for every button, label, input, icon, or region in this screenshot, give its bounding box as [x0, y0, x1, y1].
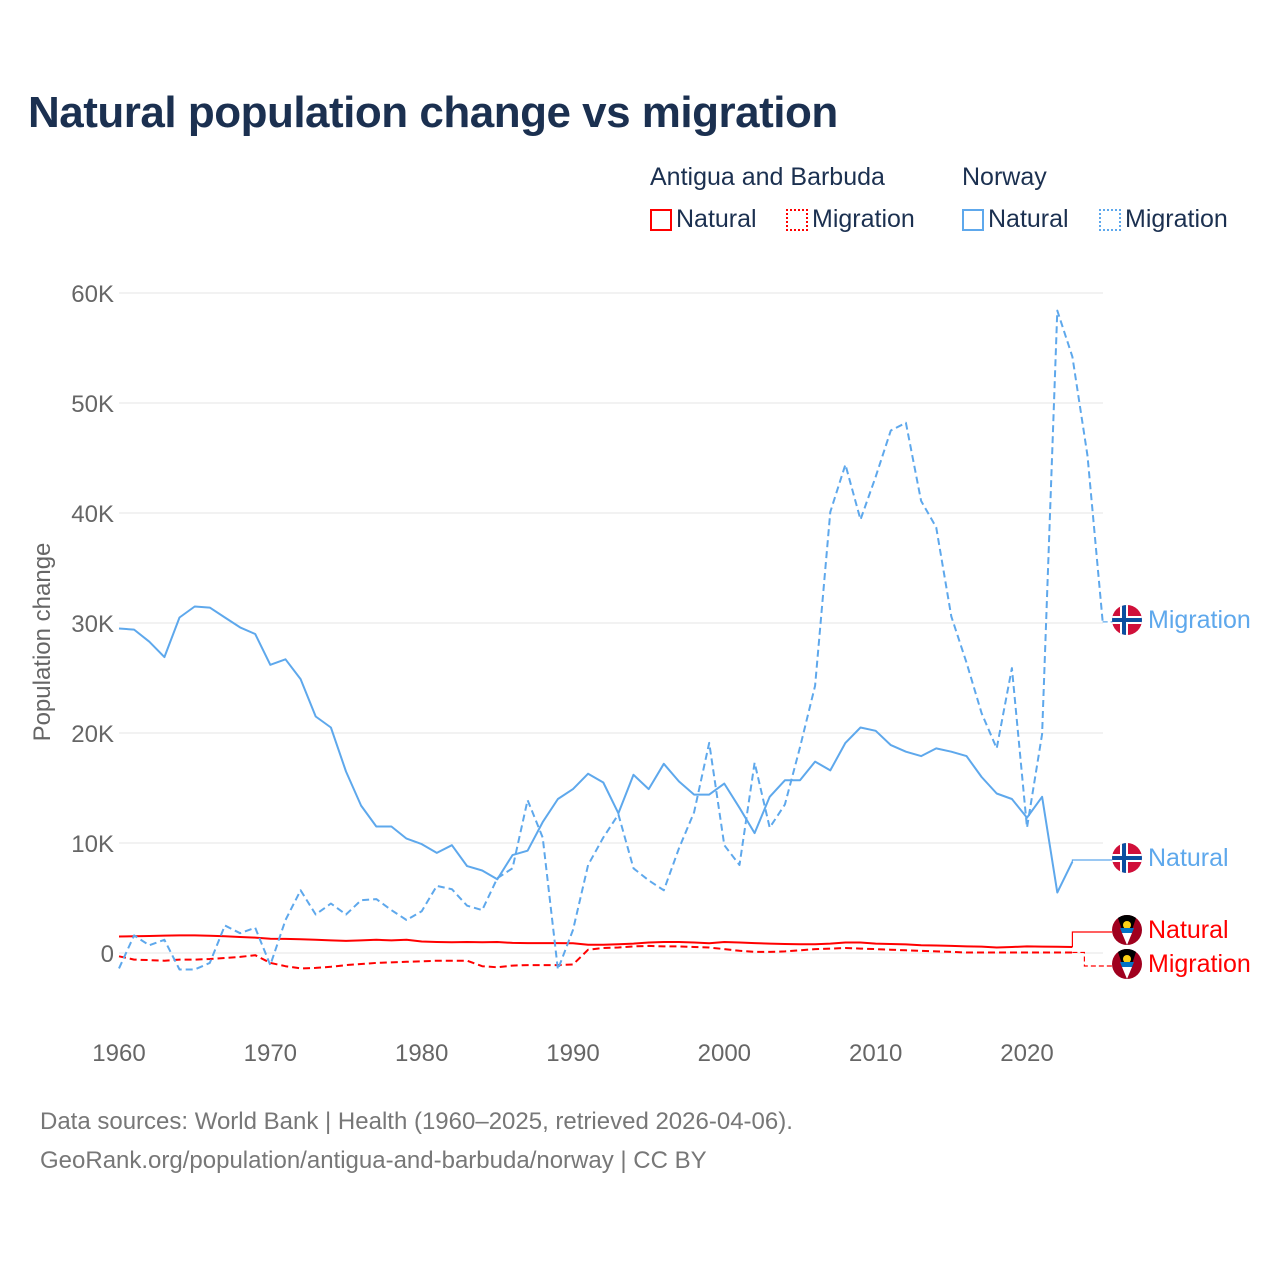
legend-antigua-natural[interactable]: Natural — [650, 205, 757, 234]
end-label-text: Migration — [1148, 949, 1251, 978]
label-connector — [1071, 931, 1112, 947]
y-tick-label: 0 — [101, 941, 114, 968]
legend-swatch-solid — [962, 208, 984, 231]
y-tick-label: 60K — [71, 281, 114, 308]
end-label-antigua-migration: Migration — [1112, 949, 1251, 979]
x-tick-label: 1990 — [546, 1040, 599, 1067]
x-tick-label: 1980 — [395, 1040, 448, 1067]
legend-group-norway: Norway — [962, 163, 1047, 191]
end-label-text: Migration — [1148, 605, 1251, 634]
end-label-norway-migration: Migration — [1112, 605, 1251, 635]
legend-label: Migration — [1125, 205, 1228, 233]
legend-antigua-migration[interactable]: Migration — [786, 205, 915, 234]
end-label-text: Natural — [1148, 915, 1229, 944]
norway-flag-icon — [1112, 843, 1142, 873]
legend-group-antigua: Antigua and Barbuda — [650, 163, 885, 191]
chart-title: Natural population change vs migration — [28, 88, 838, 137]
x-tick-label: 2010 — [849, 1040, 902, 1067]
y-tick-label: 30K — [71, 611, 114, 638]
y-tick-label: 40K — [71, 501, 114, 528]
series-line-norway-natural — [118, 605, 1074, 894]
legend-norway-natural[interactable]: Natural — [962, 205, 1069, 234]
y-tick-label: 20K — [71, 721, 114, 748]
norway-flag-icon — [1112, 605, 1142, 635]
label-connector — [1071, 859, 1112, 862]
legend-swatch-solid — [650, 208, 672, 231]
series-line-antigua-and-barbuda-natural — [118, 934, 1073, 949]
series-line-norway-migration — [118, 309, 1104, 971]
legend-swatch-dotted — [786, 208, 808, 231]
legend-label: Natural — [676, 205, 757, 233]
label-connector — [1072, 951, 1112, 967]
y-tick-label: 10K — [71, 831, 114, 858]
end-label-norway-natural: Natural — [1112, 843, 1229, 873]
x-tick-label: 2000 — [698, 1040, 751, 1067]
y-tick-label: 50K — [71, 391, 114, 418]
footer-sources: Data sources: World Bank | Health (1960–… — [40, 1108, 793, 1135]
legend-norway-migration[interactable]: Migration — [1099, 205, 1228, 234]
x-tick-label: 1970 — [244, 1040, 297, 1067]
antigua-flag-icon — [1112, 915, 1142, 945]
x-tick-label: 2020 — [1000, 1040, 1053, 1067]
legend-label: Natural — [988, 205, 1069, 233]
series-line-antigua-and-barbuda-migration — [118, 944, 1073, 970]
y-axis-label: Population change — [29, 543, 56, 742]
antigua-flag-icon — [1112, 949, 1142, 979]
end-label-text: Natural — [1148, 843, 1229, 872]
end-label-antigua-natural: Natural — [1112, 915, 1229, 945]
x-tick-label: 1960 — [92, 1040, 145, 1067]
footer-link[interactable]: GeoRank.org/population/antigua-and-barbu… — [40, 1147, 707, 1174]
legend-swatch-dotted — [1099, 208, 1121, 231]
legend-label: Migration — [812, 205, 915, 233]
